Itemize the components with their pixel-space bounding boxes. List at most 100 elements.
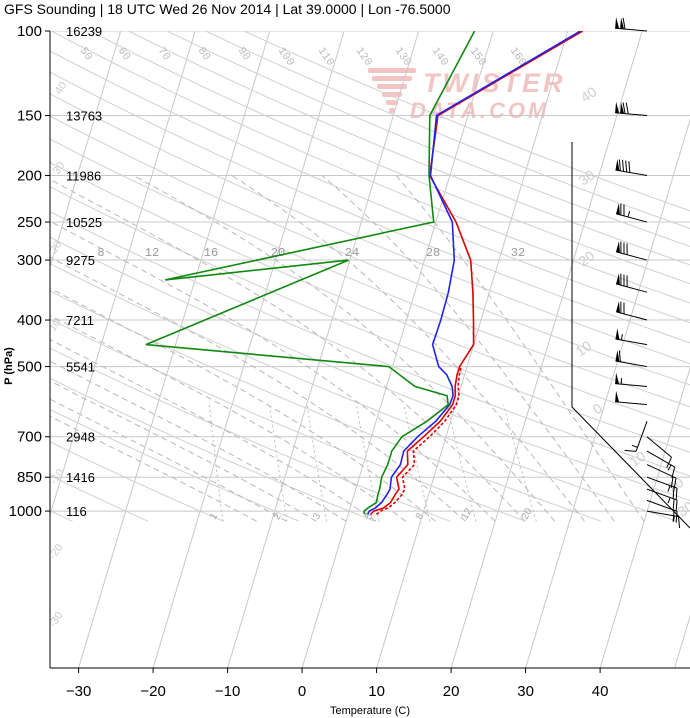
height-label: 116 <box>66 504 87 519</box>
watermark-line2: DATA.COM <box>410 98 549 123</box>
barb-staff <box>646 476 678 489</box>
series-line-temperature <box>369 31 584 515</box>
height-label: 2948 <box>66 430 95 445</box>
isotherm-line <box>301 31 494 668</box>
moist-adiabat <box>133 175 556 522</box>
barb-staff <box>615 213 648 223</box>
isotherm-line <box>50 31 122 269</box>
isotherm-label: 20 <box>48 239 65 256</box>
barb-staff <box>646 450 675 468</box>
barb-staff <box>615 401 648 406</box>
dry-adiabat <box>89 31 690 285</box>
moist-adiabat <box>50 380 317 522</box>
barb-flag <box>615 159 620 171</box>
isotherm-line <box>50 31 196 517</box>
dry-adiabat <box>50 290 602 522</box>
mixing-ratio-line <box>503 404 537 522</box>
barb-flag <box>615 17 620 29</box>
wind-barb <box>615 328 648 346</box>
x-tick-label: −30 <box>66 683 91 700</box>
dry-adiabat-label: 80 <box>195 45 212 63</box>
barb-staff <box>646 436 672 458</box>
series-line-dewpoint <box>145 31 476 515</box>
barb-staff <box>615 169 648 177</box>
dry-adiabat <box>50 211 690 477</box>
dry-adiabat-label: 100 <box>275 45 296 68</box>
mixing-ratio-label: 8 <box>414 511 427 522</box>
moist-adiabat <box>50 256 466 522</box>
chart-title: GFS Sounding | 18 UTC Wed 26 Nov 2014 | … <box>4 1 451 17</box>
mixing-ratio-line <box>403 404 431 522</box>
mixing-ratio-line <box>306 404 327 522</box>
barb-half-feather <box>620 378 623 385</box>
dry-adiabat <box>50 441 224 522</box>
barb-flag <box>616 203 620 215</box>
isotherm-line <box>227 31 420 668</box>
barb-feather <box>622 102 626 114</box>
dry-adiabat-label: 60 <box>115 45 132 63</box>
wind-barb <box>615 350 648 368</box>
dry-adiabat <box>50 408 300 522</box>
mixing-ratio-line <box>269 404 288 522</box>
mixing-ratio-label: 12 <box>460 506 475 522</box>
barb-half-feather <box>667 464 672 471</box>
isotherm-label: -30 <box>47 610 66 630</box>
barb-feather <box>622 159 625 172</box>
moist-adiabat-label: 12 <box>145 246 159 260</box>
y-tick-label: 700 <box>17 429 42 446</box>
height-label: 1416 <box>66 470 95 485</box>
barb-flag <box>615 101 620 114</box>
dry-adiabat-label: 150 <box>467 45 488 68</box>
y-tick-label: 150 <box>17 108 42 125</box>
isotherm-line <box>376 31 569 668</box>
barb-feather <box>675 500 678 512</box>
y-axis-title: P (hPa) <box>3 347 15 385</box>
barb-flag <box>616 241 620 253</box>
dry-adiabat <box>50 318 526 522</box>
moist-adiabat <box>50 314 407 522</box>
dry-adiabat <box>166 31 690 247</box>
y-tick-label: 250 <box>17 214 42 231</box>
series-line-virtual-temperature <box>375 366 462 516</box>
dry-adiabat <box>50 138 690 408</box>
barb-flag <box>615 390 620 403</box>
barb-feather <box>628 161 631 173</box>
barb-feather <box>624 449 637 452</box>
x-tick-label: 30 <box>517 683 534 700</box>
isotherm-label: 20 <box>576 247 598 269</box>
wind-barb <box>646 488 678 512</box>
dry-adiabat-label: 90 <box>235 45 252 63</box>
isotherm-label: 40 <box>578 83 600 105</box>
series-line-wet-bulb-temperature <box>366 31 581 515</box>
mixing-ratio-line <box>208 404 224 522</box>
moist-adiabat <box>50 360 347 522</box>
wind-barb <box>615 159 648 177</box>
barb-half-feather <box>667 485 671 492</box>
mixing-ratio-line <box>355 404 380 522</box>
y-tick-label: 100 <box>17 23 42 40</box>
x-axis-title: Temperature (C) <box>330 705 410 717</box>
isotherm-line <box>450 31 643 668</box>
barb-feather <box>675 488 678 500</box>
barb-staff <box>646 510 679 518</box>
mixing-ratio-line <box>446 404 477 522</box>
wind-barb <box>615 17 648 32</box>
isotherm-line <box>152 31 345 668</box>
dry-adiabat-label: 110 <box>315 45 336 68</box>
barb-feather <box>672 498 675 511</box>
mixing-ratio-label: 1 <box>208 511 221 522</box>
wind-barb <box>646 476 678 500</box>
barb-flag <box>615 328 620 340</box>
height-label: 13763 <box>66 109 102 124</box>
barb-panel-border <box>571 142 690 529</box>
barb-flag <box>616 301 620 313</box>
wind-barb <box>646 510 681 529</box>
isotherm-line <box>78 31 271 668</box>
height-label: 16239 <box>66 24 102 39</box>
moist-adiabat-label: 16 <box>204 246 218 260</box>
barb-staff <box>646 499 678 512</box>
dry-adiabat-label: 120 <box>353 45 374 68</box>
watermark: TWISTER DATA.COM <box>368 68 563 123</box>
